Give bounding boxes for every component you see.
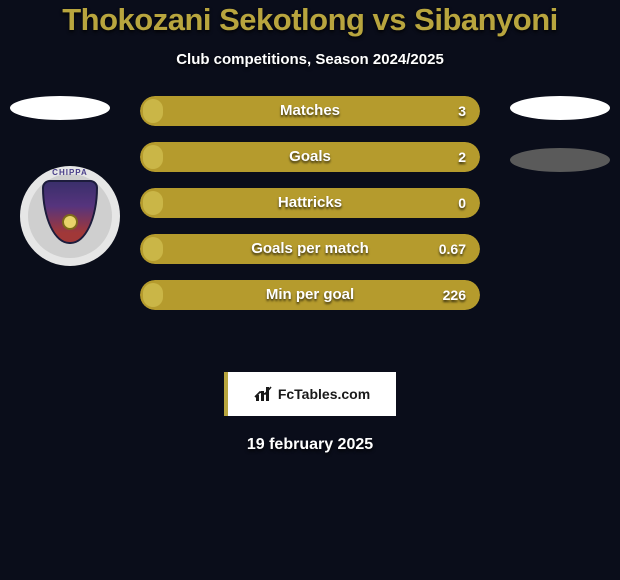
chart-stage: CHIPPA Matches3 Goals2 Hattricks0 Goals per… [0,96,620,356]
page-subtitle: Club competitions, Season 2024/2025 [0,51,620,68]
stat-bar: Min per goal226 [140,280,480,310]
stat-bar-value: 0.67 [439,234,466,264]
stat-bar-value: 0 [458,188,466,218]
stat-bar-label: Goals [140,142,480,172]
player-right-placeholder [510,96,610,120]
club-badge: CHIPPA [20,166,120,266]
stat-bar: Goals2 [140,142,480,172]
page-title: Thokozani Sekotlong vs Sibanyoni [0,4,620,37]
stat-bar: Matches3 [140,96,480,126]
stat-bar-value: 226 [443,280,466,310]
stat-bar-label: Goals per match [140,234,480,264]
player-left-placeholder [10,96,110,120]
root: Thokozani Sekotlong vs Sibanyoni Club co… [0,0,620,454]
stat-bar-label: Matches [140,96,480,126]
stat-bar-value: 3 [458,96,466,126]
badge-ring: CHIPPA [20,166,120,266]
stat-bar: Hattricks0 [140,188,480,218]
brand-text: FcTables.com [278,386,370,402]
stat-bar-value: 2 [458,142,466,172]
badge-ball-icon [62,214,78,230]
stat-bar-label: Hattricks [140,188,480,218]
player-right-placeholder-2 [510,148,610,172]
stat-bars: Matches3Goals2Hattricks0Goals per match0… [140,96,480,310]
brand-box: FcTables.com [224,372,396,416]
date-text: 19 february 2025 [0,436,620,454]
stat-bar-label: Min per goal [140,280,480,310]
badge-text: CHIPPA [20,168,120,177]
stat-bar: Goals per match0.67 [140,234,480,264]
brand-chart-icon [254,385,274,403]
